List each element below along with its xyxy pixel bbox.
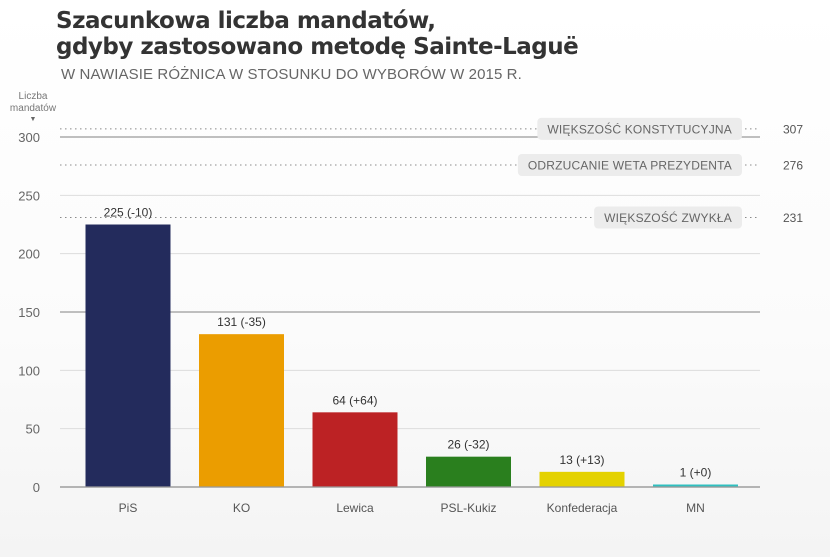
threshold-label-276: ODRZUCANIE WETA PREZYDENTA — [528, 159, 732, 173]
chart-title-line-2: gdyby zastosowano metodę Sainte-Laguë — [56, 34, 579, 60]
bar-konfederacja — [539, 471, 625, 487]
data-label-psl-kukiz: 26 (-32) — [447, 438, 489, 452]
y-axis-label-text: Liczba mandatów — [9, 91, 57, 114]
x-tick-label-konfederacja: Konfederacja — [547, 501, 618, 515]
data-label-pis: 225 (-10) — [104, 206, 153, 220]
bar-psl-kukiz — [426, 456, 511, 487]
threshold-value-276: 276 — [783, 159, 803, 173]
y-tick-label-0: 0 — [33, 480, 40, 495]
y-tick-label-200: 200 — [18, 247, 40, 262]
threshold-label-231: WIĘKSZOŚĆ ZWYKŁA — [604, 210, 732, 225]
data-label-ko: 131 (-35) — [217, 315, 266, 329]
y-tick-label-300: 300 — [18, 130, 40, 145]
down-arrow-icon: ▼ — [29, 116, 37, 123]
bar-pis — [85, 224, 171, 487]
x-tick-label-lewica: Lewica — [336, 501, 374, 515]
chart-title: Szacunkowa liczba mandatów, gdyby zastos… — [56, 8, 579, 60]
bar-mn — [653, 484, 738, 487]
x-tick-label-pis: PiS — [119, 501, 138, 515]
x-tick-label-ko: KO — [233, 501, 250, 515]
y-tick-label-250: 250 — [18, 188, 40, 203]
data-label-konfederacja: 13 (+13) — [559, 453, 604, 467]
data-label-mn: 1 (+0) — [680, 466, 712, 480]
threshold-pill-276 — [517, 154, 742, 176]
threshold-pill-231 — [594, 206, 742, 229]
x-tick-label-mn: MN — [686, 501, 705, 515]
threshold-pill-307 — [537, 117, 742, 140]
chart-title-line-1: Szacunkowa liczba mandatów, — [56, 8, 436, 34]
bar-ko — [199, 334, 284, 487]
chart-subtitle: W NAWIASIE RÓŻNICA W STOSUNKU DO WYBORÓW… — [61, 66, 522, 83]
x-tick-label-psl-kukiz: PSL-Kukiz — [440, 501, 496, 515]
data-label-lewica: 64 (+64) — [332, 393, 377, 407]
y-tick-label-50: 50 — [26, 422, 40, 437]
y-tick-label-100: 100 — [18, 363, 40, 378]
y-axis-label: Liczba mandatów ▼ — [8, 91, 58, 125]
threshold-value-307: 307 — [783, 122, 803, 136]
y-tick-label-150: 150 — [18, 305, 40, 320]
threshold-value-231: 231 — [783, 211, 803, 225]
threshold-label-307: WIĘKSZOŚĆ KONSTYTUCYJNA — [547, 121, 732, 136]
bar-lewica — [312, 412, 398, 487]
